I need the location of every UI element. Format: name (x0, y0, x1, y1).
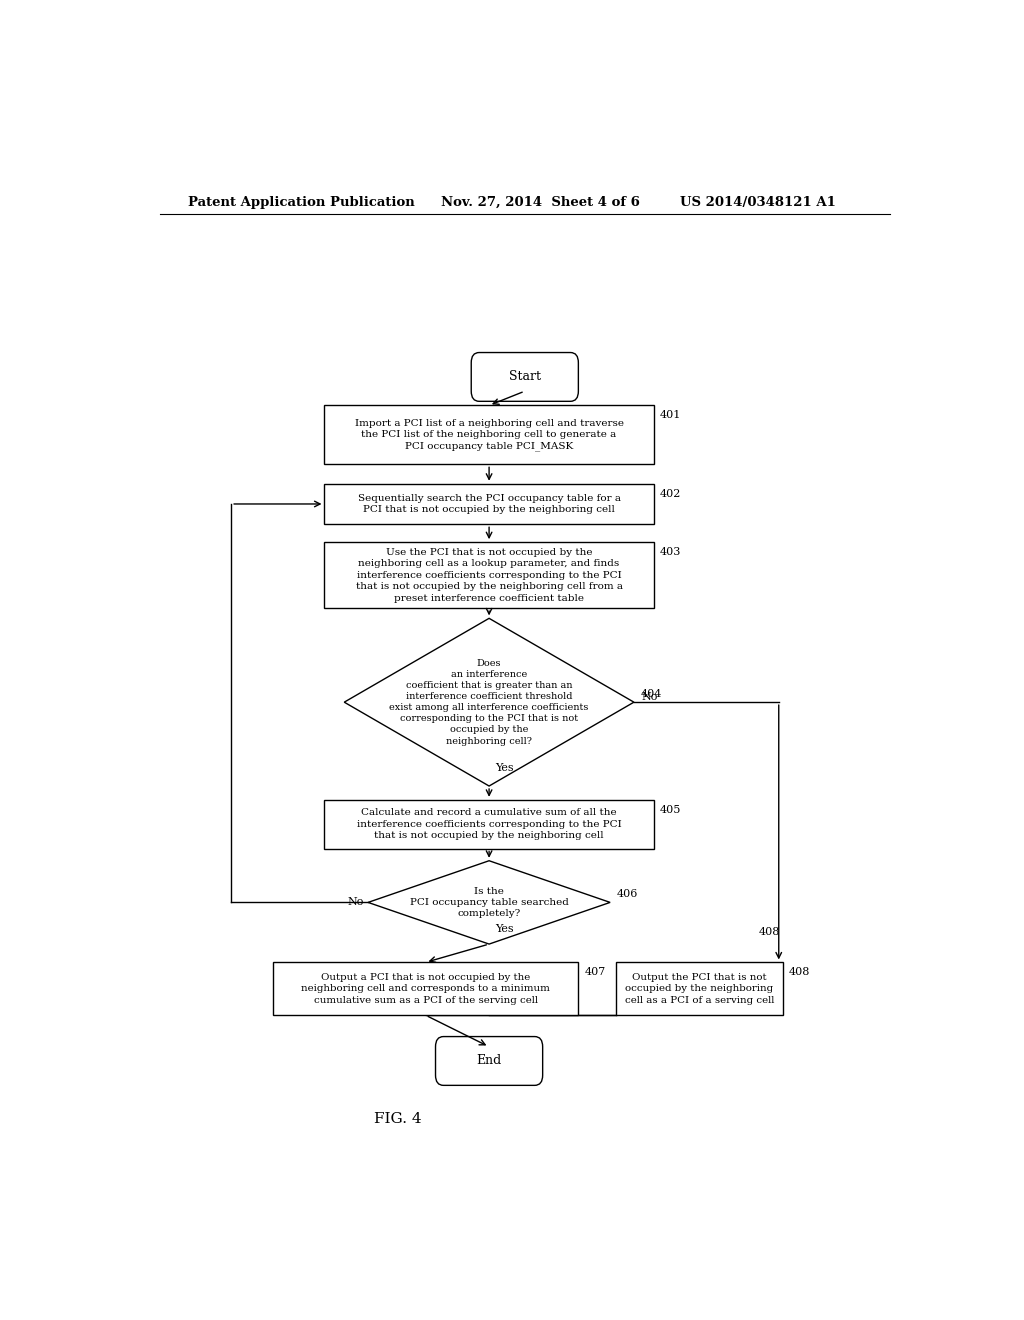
FancyBboxPatch shape (616, 962, 782, 1015)
Text: No: No (348, 898, 365, 907)
Text: Output a PCI that is not occupied by the
neighboring cell and corresponds to a m: Output a PCI that is not occupied by the… (301, 973, 550, 1005)
FancyBboxPatch shape (435, 1036, 543, 1085)
FancyBboxPatch shape (272, 962, 579, 1015)
Text: No: No (642, 692, 658, 702)
FancyBboxPatch shape (325, 543, 653, 609)
Text: 404: 404 (640, 689, 662, 700)
Text: Does
an interference
coefficient that is greater than an
interference coefficien: Does an interference coefficient that is… (389, 659, 589, 746)
FancyBboxPatch shape (325, 405, 653, 465)
Text: Sequentially search the PCI occupancy table for a
PCI that is not occupied by th: Sequentially search the PCI occupancy ta… (357, 494, 621, 515)
Text: FIG. 4: FIG. 4 (374, 1111, 422, 1126)
Text: Calculate and record a cumulative sum of all the
interference coefficients corre: Calculate and record a cumulative sum of… (356, 808, 622, 840)
FancyBboxPatch shape (325, 483, 653, 524)
Polygon shape (368, 861, 610, 944)
FancyBboxPatch shape (325, 800, 653, 849)
Text: End: End (476, 1055, 502, 1068)
Text: 401: 401 (660, 411, 682, 421)
Text: Start: Start (509, 371, 541, 383)
Text: Output the PCI that is not
occupied by the neighboring
cell as a PCI of a servin: Output the PCI that is not occupied by t… (625, 973, 774, 1005)
Text: Yes: Yes (496, 763, 514, 772)
Text: Use the PCI that is not occupied by the
neighboring cell as a lookup parameter, : Use the PCI that is not occupied by the … (355, 548, 623, 602)
Polygon shape (344, 618, 634, 785)
Text: Nov. 27, 2014  Sheet 4 of 6: Nov. 27, 2014 Sheet 4 of 6 (441, 195, 640, 209)
Text: 402: 402 (660, 488, 682, 499)
Text: Yes: Yes (496, 924, 514, 933)
Text: 405: 405 (660, 805, 682, 814)
Text: 407: 407 (585, 968, 606, 977)
Text: US 2014/0348121 A1: US 2014/0348121 A1 (680, 195, 836, 209)
Text: 408: 408 (759, 927, 780, 937)
Text: 406: 406 (616, 890, 638, 899)
Text: Import a PCI list of a neighboring cell and traverse
the PCI list of the neighbo: Import a PCI list of a neighboring cell … (354, 418, 624, 451)
Text: Is the
PCI occupancy table searched
completely?: Is the PCI occupancy table searched comp… (410, 887, 568, 917)
FancyBboxPatch shape (471, 352, 579, 401)
Text: 403: 403 (660, 548, 682, 557)
Text: Patent Application Publication: Patent Application Publication (187, 195, 415, 209)
Text: 408: 408 (790, 968, 810, 977)
